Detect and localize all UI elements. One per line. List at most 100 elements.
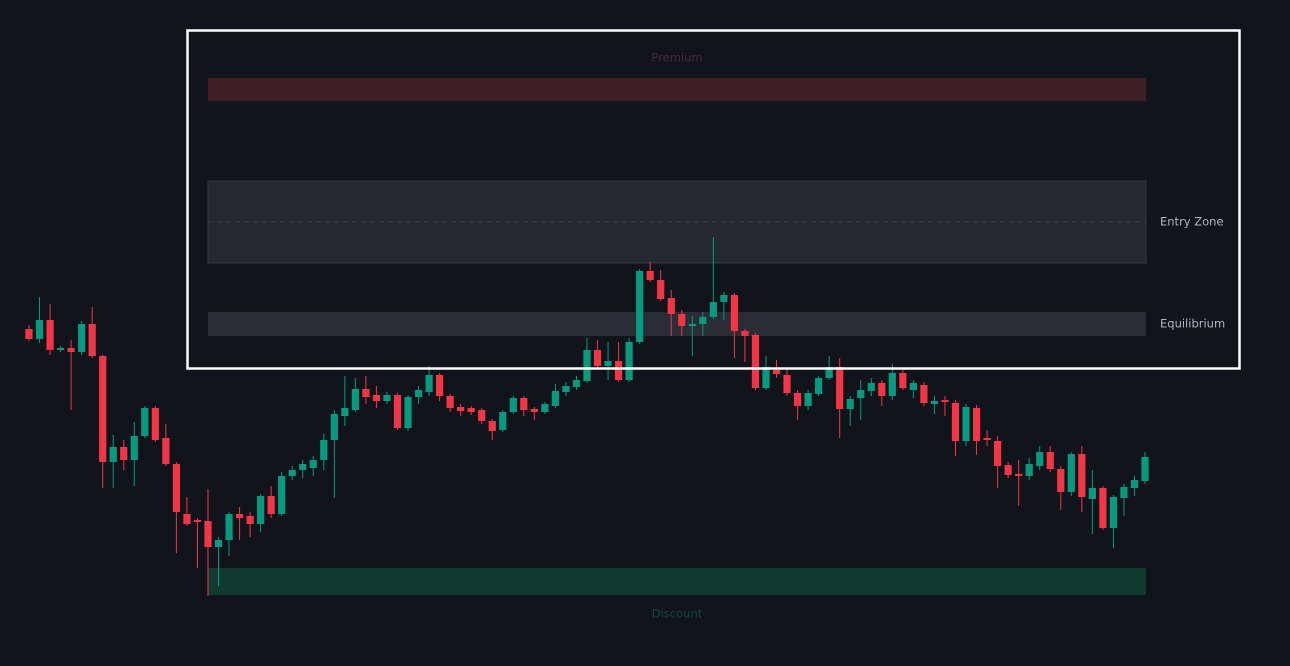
candle-body [1067, 454, 1075, 492]
candle-body [741, 331, 749, 336]
candle-body [562, 386, 570, 392]
zone-label: Equilibrium [1160, 317, 1225, 331]
candle-body [530, 409, 538, 412]
candle-body [972, 408, 981, 441]
candle-body [235, 514, 244, 518]
candle-body [351, 389, 359, 410]
candle-body [288, 470, 296, 476]
candle-body [699, 317, 707, 324]
candle-body [1088, 488, 1096, 499]
candle-body [330, 414, 338, 440]
candle-body [267, 496, 275, 514]
candle-body [909, 383, 917, 390]
candle-body [414, 390, 423, 397]
candle-body [225, 514, 233, 540]
candle-body [56, 348, 65, 350]
candle-body [172, 464, 180, 512]
candle-body [762, 367, 770, 388]
candle-body [320, 440, 328, 460]
highlight-box [186, 29, 1241, 370]
candle-body [1099, 488, 1107, 528]
candle-body [720, 295, 728, 302]
candle-body [1015, 474, 1023, 476]
candle-body [593, 350, 602, 366]
candle-body [204, 521, 212, 547]
candle-body [867, 383, 875, 391]
candle-body [920, 385, 928, 403]
zone-label: Discount [652, 607, 703, 621]
candle-body [99, 356, 107, 462]
candle-body [151, 408, 159, 440]
candle-body [614, 361, 623, 380]
candle-body [436, 375, 444, 396]
candle-body [667, 298, 675, 314]
candle-body [572, 380, 581, 387]
candle-body [751, 335, 760, 388]
candle-body [636, 271, 644, 342]
candle-body [730, 295, 738, 331]
candle-body [457, 407, 465, 411]
candle-body [162, 438, 170, 464]
candle-body [1109, 497, 1118, 528]
candle-body [214, 540, 223, 547]
candle-body [88, 324, 96, 356]
candle-body [1057, 469, 1065, 492]
zone [208, 78, 1146, 101]
candle-body [772, 370, 781, 374]
candle-body [35, 320, 44, 339]
candle-body [1130, 480, 1139, 488]
candle-body [1046, 452, 1054, 469]
candle-body [604, 361, 612, 366]
candle-body [299, 464, 307, 470]
candle-body [804, 393, 812, 406]
candle-body [899, 373, 907, 388]
candle-body [467, 408, 475, 412]
candle-body [688, 324, 696, 326]
candle-body [309, 460, 317, 468]
candle-body [930, 401, 939, 404]
candle-body [583, 350, 591, 381]
candle-body [278, 476, 286, 514]
zone [208, 312, 1146, 336]
candle-body [962, 407, 970, 441]
candle-body [257, 496, 265, 524]
candle-body [541, 404, 549, 412]
candle-body [1004, 465, 1012, 475]
candle-body [446, 396, 454, 408]
candle-body [67, 348, 75, 352]
candle-body [951, 403, 960, 441]
candle-body [130, 436, 138, 460]
candle-body [46, 320, 54, 350]
candle-body [341, 408, 349, 416]
candle-body [1036, 452, 1044, 466]
candle-body [678, 314, 686, 326]
candle-body [383, 395, 391, 401]
candle-body [836, 367, 844, 409]
candle-body [120, 447, 128, 460]
candle-body [709, 302, 717, 317]
candle-body [857, 390, 865, 398]
candle-body [1120, 487, 1128, 498]
candle-body [478, 410, 486, 421]
candle-body [362, 389, 370, 397]
candle-body [1078, 454, 1086, 497]
candle-body [25, 329, 33, 339]
candle-body [625, 342, 633, 380]
candle-body [425, 375, 433, 392]
candle-body [657, 280, 665, 299]
candle-body [888, 373, 896, 396]
candle-body [499, 412, 507, 430]
candle-body [878, 383, 886, 396]
candle-body [488, 421, 496, 431]
candle-body [109, 447, 117, 462]
candle-body [393, 395, 402, 428]
candle-body [78, 324, 86, 352]
candle-body [183, 514, 191, 524]
candle-body [1025, 464, 1033, 476]
candle-body [793, 393, 802, 406]
candle-body [551, 391, 560, 406]
candle-body [1141, 457, 1149, 481]
candle-body [646, 271, 654, 280]
zone-label: Entry Zone [1160, 215, 1224, 229]
